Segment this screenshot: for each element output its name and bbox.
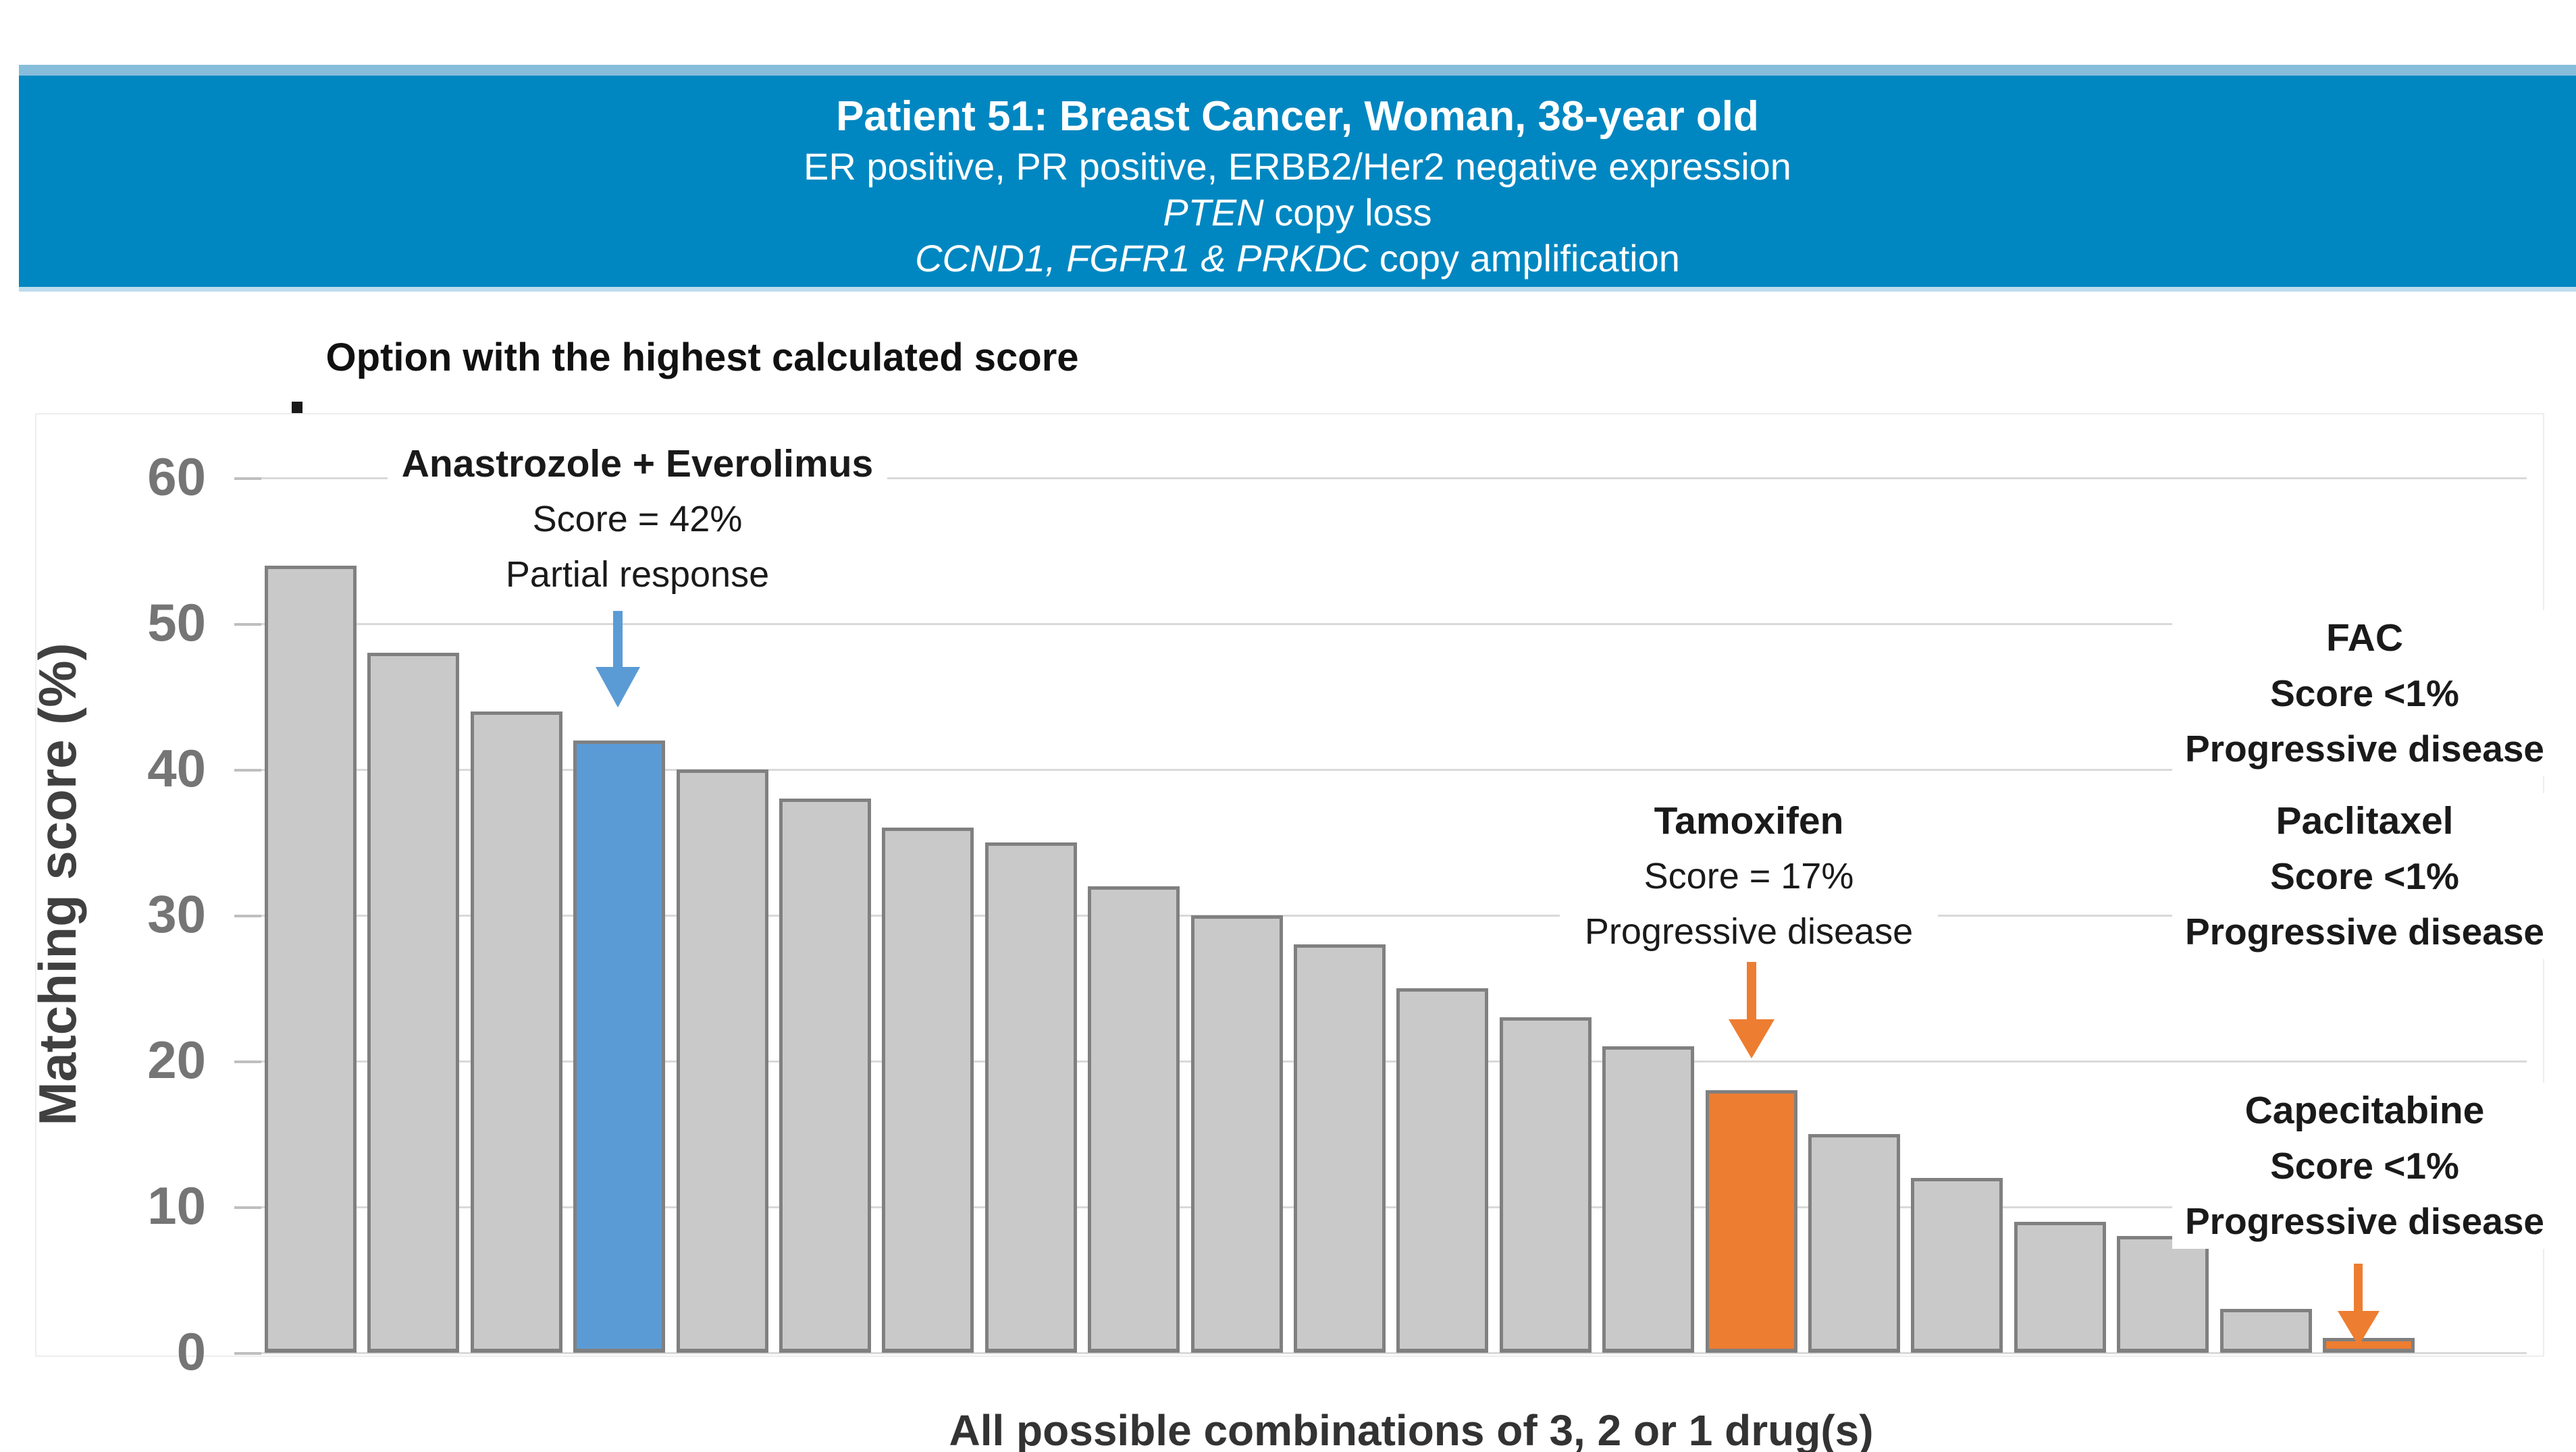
y-tick-label-10: 10 bbox=[147, 1176, 206, 1235]
gridline-30 bbox=[234, 915, 2527, 917]
bar-8 bbox=[984, 842, 1077, 1353]
highest-score-callout: Option with the highest calculated score bbox=[325, 335, 1079, 379]
y-tick-label-50: 50 bbox=[147, 593, 206, 652]
annotation-title: Capecitabine bbox=[2244, 1089, 2485, 1132]
axis-tick-60 bbox=[234, 477, 261, 480]
annotation-title: Paclitaxel bbox=[2276, 799, 2454, 842]
bar-5 bbox=[676, 770, 768, 1353]
gridline-40 bbox=[234, 769, 2527, 771]
patient-biomarkers-expression: ER positive, PR positive, ERBB2/Her2 neg… bbox=[804, 145, 1791, 188]
bar-9 bbox=[1088, 886, 1180, 1353]
bar-7 bbox=[882, 828, 974, 1353]
gridline-0 bbox=[234, 1352, 2527, 1354]
bar-12 bbox=[1396, 988, 1489, 1353]
annotation-outcome: Progressive disease bbox=[2184, 728, 2544, 770]
y-tick-label-0: 0 bbox=[176, 1322, 206, 1381]
annotation-paclitaxel: Paclitaxel Score <1% Progressive disease bbox=[2172, 793, 2557, 959]
annotation-capecitabine: Capecitabine Score <1% Progressive disea… bbox=[2172, 1083, 2557, 1249]
annotation-title: Anastrozole + Everolimus bbox=[401, 442, 874, 485]
bar-6 bbox=[779, 799, 871, 1353]
patient-title: Patient 51: Breast Cancer, Woman, 38-yea… bbox=[836, 93, 1759, 140]
annotation-score: Score = 42% bbox=[532, 499, 743, 539]
gene-name: CCND1, FGFR1 & PRKDC bbox=[915, 237, 1369, 279]
text-part: copy amplification bbox=[1369, 237, 1680, 279]
bar-18 bbox=[2014, 1221, 2106, 1353]
gene-name: PTEN bbox=[1163, 191, 1264, 234]
annotation-score: Score <1% bbox=[2270, 1145, 2459, 1187]
annotation-outcome: Progressive disease bbox=[1584, 911, 1914, 952]
bar-14 bbox=[1602, 1046, 1695, 1353]
text-part: copy loss bbox=[1263, 191, 1432, 234]
tamoxifen-arrow-shaft bbox=[1747, 962, 1756, 1021]
bar-2 bbox=[367, 653, 460, 1353]
axis-tick-10 bbox=[234, 1206, 261, 1209]
axis-tick-20 bbox=[234, 1060, 261, 1063]
gridline-50 bbox=[234, 623, 2527, 625]
bar-anastrozole-everolimus bbox=[573, 740, 666, 1353]
gridline-60 bbox=[234, 477, 2527, 479]
annotation-title: Tamoxifen bbox=[1654, 799, 1844, 842]
y-tick-label-20: 20 bbox=[147, 1030, 206, 1090]
patient-copy-amplification: CCND1, FGFR1 & PRKDC copy amplification bbox=[19, 236, 2576, 281]
bar-17 bbox=[1911, 1177, 2003, 1353]
capecitabine-arrow-shaft bbox=[2354, 1264, 2363, 1312]
annotation-anastrozole-everolimus: Anastrozole + Everolimus Score = 42% Par… bbox=[388, 436, 887, 602]
annotation-outcome: Progressive disease bbox=[2184, 1200, 2544, 1242]
y-tick-label-60: 60 bbox=[147, 447, 206, 506]
axis-tick-0 bbox=[234, 1352, 261, 1355]
annotation-fac: FAC Score <1% Progressive disease bbox=[2172, 610, 2557, 776]
bar-13 bbox=[1499, 1017, 1592, 1353]
bar-10 bbox=[1190, 915, 1283, 1353]
y-tick-label-40: 40 bbox=[147, 738, 206, 798]
bar-20 bbox=[2219, 1309, 2312, 1353]
y-tick-label-30: 30 bbox=[147, 884, 206, 944]
annotation-outcome: Progressive disease bbox=[2184, 911, 2544, 952]
capecitabine-arrow-icon bbox=[2338, 1311, 2380, 1346]
tamoxifen-arrow-icon bbox=[1729, 1019, 1775, 1058]
patient-copy-loss: PTEN copy loss bbox=[19, 190, 2576, 235]
annotation-title: FAC bbox=[2326, 616, 2403, 660]
annotation-outcome: Partial response bbox=[505, 554, 770, 595]
axis-tick-30 bbox=[234, 915, 261, 917]
bar-11 bbox=[1294, 944, 1386, 1353]
bar-1 bbox=[265, 565, 357, 1353]
x-axis-title: All possible combinations of 3, 2 or 1 d… bbox=[949, 1406, 1874, 1452]
patient-header-banner: Patient 51: Breast Cancer, Woman, 38-yea… bbox=[19, 65, 2576, 292]
annotation-score: Score <1% bbox=[2270, 855, 2459, 897]
anastrozole-arrow-shaft bbox=[613, 611, 623, 668]
annotation-score: Score = 17% bbox=[1644, 856, 1854, 896]
bar-tamoxifen bbox=[1705, 1090, 1797, 1353]
bar-16 bbox=[1808, 1134, 1900, 1353]
anastrozole-arrow-icon bbox=[596, 667, 640, 707]
bar-3 bbox=[470, 711, 562, 1353]
bar-19 bbox=[2117, 1236, 2209, 1353]
annotation-score: Score <1% bbox=[2270, 672, 2459, 714]
axis-tick-40 bbox=[234, 769, 261, 772]
axis-tick-50 bbox=[234, 623, 261, 626]
annotation-tamoxifen: Tamoxifen Score = 17% Progressive diseas… bbox=[1560, 793, 1938, 959]
bar-chart-plot-area bbox=[35, 413, 2544, 1357]
